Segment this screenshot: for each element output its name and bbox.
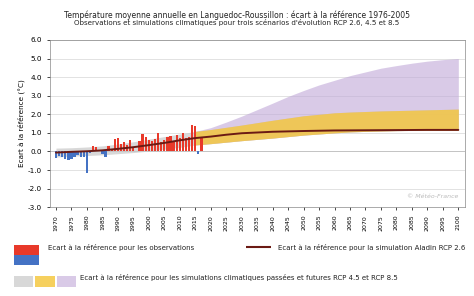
Bar — [95, 147, 97, 152]
FancyBboxPatch shape — [14, 276, 33, 287]
FancyBboxPatch shape — [36, 276, 55, 287]
Bar — [89, 152, 91, 153]
Bar — [55, 152, 57, 158]
Bar — [182, 133, 184, 152]
Text: Ecart à la référence pour les simulations climatiques passées et futures RCP 4.5: Ecart à la référence pour les simulation… — [81, 274, 398, 281]
FancyBboxPatch shape — [14, 255, 39, 265]
Text: Observations et simulations climatiques pour trois scénarios d'évolution RCP 2.6: Observations et simulations climatiques … — [74, 19, 400, 26]
Text: Ecart à la référence pour les observations: Ecart à la référence pour les observatio… — [48, 244, 194, 251]
Bar — [166, 136, 169, 152]
Bar — [201, 136, 202, 152]
Bar — [160, 142, 163, 152]
Bar — [179, 138, 181, 152]
Bar — [86, 152, 88, 173]
Bar — [114, 139, 116, 152]
Bar — [80, 152, 82, 157]
Bar — [197, 152, 200, 154]
Bar — [61, 152, 64, 157]
FancyBboxPatch shape — [57, 276, 76, 287]
Bar — [120, 144, 122, 152]
Bar — [126, 145, 128, 152]
Text: © Météo-France: © Météo-France — [407, 194, 458, 199]
Bar — [108, 146, 110, 152]
Bar — [188, 136, 190, 152]
Bar — [138, 141, 141, 152]
Bar — [148, 140, 150, 152]
Bar — [58, 152, 60, 156]
Bar — [82, 152, 85, 157]
Bar — [173, 141, 175, 152]
FancyBboxPatch shape — [14, 245, 39, 255]
Bar — [191, 125, 193, 152]
Bar — [157, 133, 159, 152]
Bar — [154, 139, 156, 152]
Bar — [169, 136, 172, 152]
Bar — [67, 152, 70, 160]
Bar — [132, 147, 135, 152]
Bar — [101, 152, 103, 154]
Bar — [135, 151, 137, 152]
Bar — [92, 146, 94, 152]
Bar — [123, 142, 125, 152]
Bar — [185, 138, 187, 152]
Bar — [163, 140, 165, 152]
Bar — [141, 134, 144, 152]
Bar — [129, 140, 131, 152]
Bar — [151, 141, 153, 152]
Bar — [64, 152, 66, 159]
Bar — [70, 152, 73, 159]
Bar — [117, 139, 119, 152]
Bar — [98, 149, 100, 152]
Y-axis label: Ecart à la référence (°C): Ecart à la référence (°C) — [18, 80, 25, 168]
Bar — [76, 152, 79, 155]
Bar — [104, 152, 107, 157]
Text: Ecart à la référence pour la simulation Aladin RCP 2.6: Ecart à la référence pour la simulation … — [278, 244, 465, 251]
Text: Température moyenne annuelle en Languedoc-Roussillon : écart à la référence 1976: Température moyenne annuelle en Languedo… — [64, 10, 410, 20]
Bar — [145, 136, 147, 152]
Bar — [110, 149, 113, 152]
Bar — [73, 152, 76, 157]
Bar — [175, 135, 178, 152]
Bar — [194, 126, 196, 152]
